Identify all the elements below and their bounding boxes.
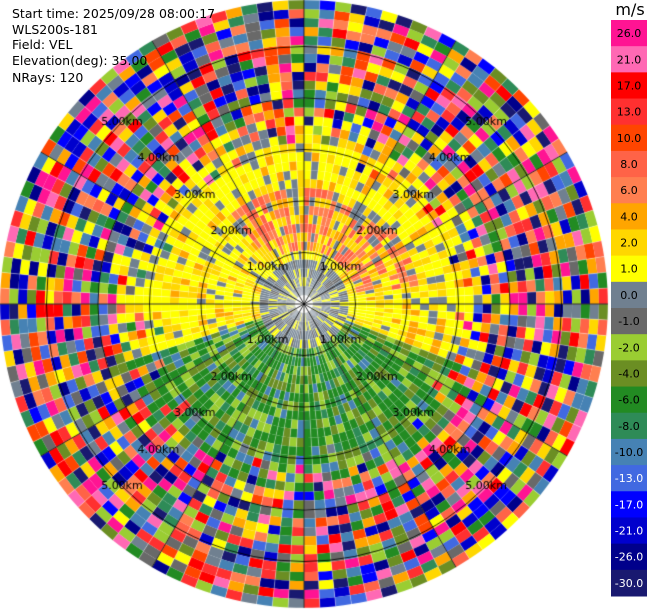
- elevation-label: Elevation(deg): 35.00: [12, 53, 148, 68]
- instrument-label: WLS200s-181: [12, 22, 98, 37]
- start-time-label: Start time: 2025/09/28 08:00:17: [12, 6, 216, 21]
- nrays-label: NRays: 120: [12, 70, 84, 85]
- field-label: Field: VEL: [12, 37, 73, 52]
- colorbar-unit: m/s: [615, 0, 645, 19]
